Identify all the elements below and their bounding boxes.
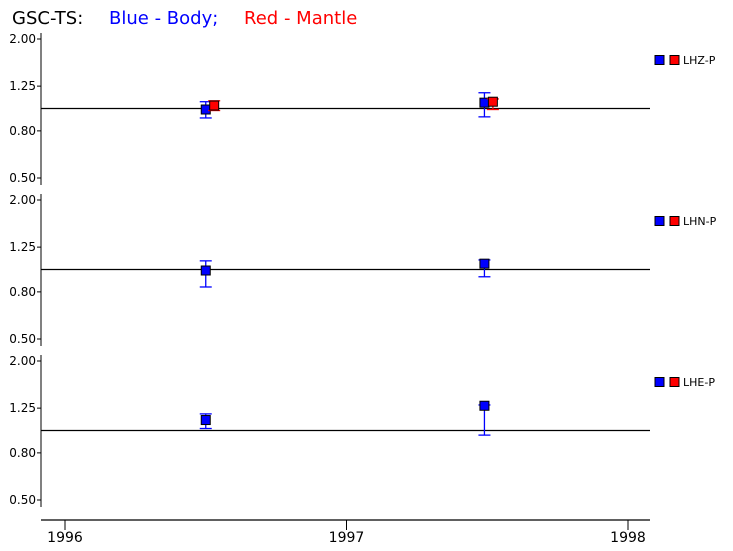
plot-area: 2.00 1.25 0.80 0.50 LHZ-P 2.00 1.25 0.80 0.50 LHN… [9, 32, 716, 546]
legend-body-swatch [654, 55, 665, 65]
y-tick-label: 0.80 [9, 285, 36, 299]
legend-mantle-swatch [669, 377, 680, 387]
legend-body-swatch [654, 377, 665, 387]
legend-mantle-swatch [669, 55, 680, 65]
y-tick-label: 1.25 [9, 401, 36, 415]
legend-mantle-swatch [669, 216, 680, 226]
panel-label: LHE-P [683, 376, 715, 389]
y-tick-label: 0.80 [9, 124, 36, 138]
x-tick-label: 1996 [47, 530, 83, 546]
y-tick-label: 1.25 [9, 79, 36, 93]
panel-lhz-p: 2.00 1.25 0.80 0.50 LHZ-P [9, 32, 716, 185]
data-point-body [479, 258, 490, 269]
y-tick-label: 2.00 [9, 354, 36, 368]
title-red-legend: Red - Mantle [244, 8, 357, 29]
panel-label: LHZ-P [683, 54, 716, 67]
legend-body-swatch [654, 216, 665, 226]
data-point-body [200, 415, 211, 426]
data-point-mantle [487, 96, 498, 107]
panel-lhe-p: 2.00 1.25 0.80 0.50 LHE-P [9, 354, 715, 507]
y-tick-label: 0.50 [9, 171, 36, 185]
data-point-body [200, 265, 211, 276]
panel-label: LHN-P [683, 215, 717, 228]
y-tick-label: 0.50 [9, 332, 36, 346]
data-point-body [479, 400, 490, 411]
chart-title: GSC-TS: Blue - Body; Red - Mantle [12, 8, 357, 29]
y-tick-label: 2.00 [9, 32, 36, 46]
title-blue-legend: Blue - Body; [109, 8, 218, 29]
title-prefix: GSC-TS: [12, 8, 83, 29]
data-point-body [200, 104, 211, 115]
x-tick-label: 1997 [329, 530, 365, 546]
data-point-mantle [209, 100, 220, 111]
y-tick-label: 1.25 [9, 240, 36, 254]
y-tick-label: 0.50 [9, 493, 36, 507]
y-tick-label: 2.00 [9, 193, 36, 207]
y-tick-label: 0.80 [9, 446, 36, 460]
panel-lhn-p: 2.00 1.25 0.80 0.50 LHN-P [9, 193, 717, 346]
x-tick-label: 1998 [610, 530, 646, 546]
